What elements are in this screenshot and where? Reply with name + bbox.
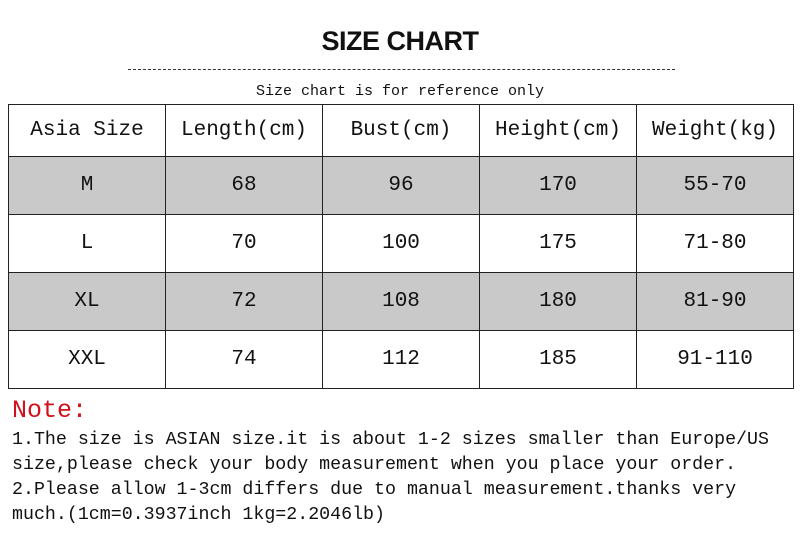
table-cell: XXL: [8, 330, 166, 389]
table-cell: 185: [479, 330, 637, 389]
subtitle: Size chart is for reference only: [255, 83, 545, 100]
note-line: 1.The size is ASIAN size.it is about 1-2…: [12, 430, 769, 450]
table-cell: 180: [479, 272, 637, 331]
header-cell: Weight(kg): [636, 104, 794, 157]
table-cell: 112: [322, 330, 480, 389]
table-row: L 70 100 175 71-80: [8, 214, 794, 273]
table-cell: 55-70: [636, 156, 794, 215]
table-cell: 72: [165, 272, 323, 331]
header-cell: Bust(cm): [322, 104, 480, 157]
table-row: M 68 96 170 55-70: [8, 156, 794, 215]
note-label: Note:: [12, 396, 88, 425]
header-cell: Asia Size: [8, 104, 166, 157]
table-cell: 175: [479, 214, 637, 273]
header-cell: Length(cm): [165, 104, 323, 157]
header-cell: Height(cm): [479, 104, 637, 157]
table-cell: 91-110: [636, 330, 794, 389]
table-row: XXL 74 112 185 91-110: [8, 330, 794, 389]
table-cell: L: [8, 214, 166, 273]
table-cell: 100: [322, 214, 480, 273]
table-cell: M: [8, 156, 166, 215]
note-line: 2.Please allow 1-3cm differs due to manu…: [12, 480, 737, 500]
table-header-row: Asia Size Length(cm) Bust(cm) Height(cm)…: [8, 104, 794, 157]
table-cell: 170: [479, 156, 637, 215]
note-line: much.(1cm=0.3937inch 1kg=2.2046lb): [12, 505, 385, 525]
table-cell: 81-90: [636, 272, 794, 331]
note-line: size,please check your body measurement …: [12, 455, 737, 475]
note-text: 1.The size is ASIAN size.it is about 1-2…: [12, 428, 769, 528]
dashed-divider: [128, 69, 675, 70]
table-cell: 70: [165, 214, 323, 273]
page-title: SIZE CHART: [321, 26, 480, 56]
table-row: XL 72 108 180 81-90: [8, 272, 794, 331]
table-cell: 108: [322, 272, 480, 331]
table-cell: 68: [165, 156, 323, 215]
table-cell: 74: [165, 330, 323, 389]
table-cell: 71-80: [636, 214, 794, 273]
table-cell: 96: [322, 156, 480, 215]
size-table: Asia Size Length(cm) Bust(cm) Height(cm)…: [8, 104, 794, 389]
table-cell: XL: [8, 272, 166, 331]
